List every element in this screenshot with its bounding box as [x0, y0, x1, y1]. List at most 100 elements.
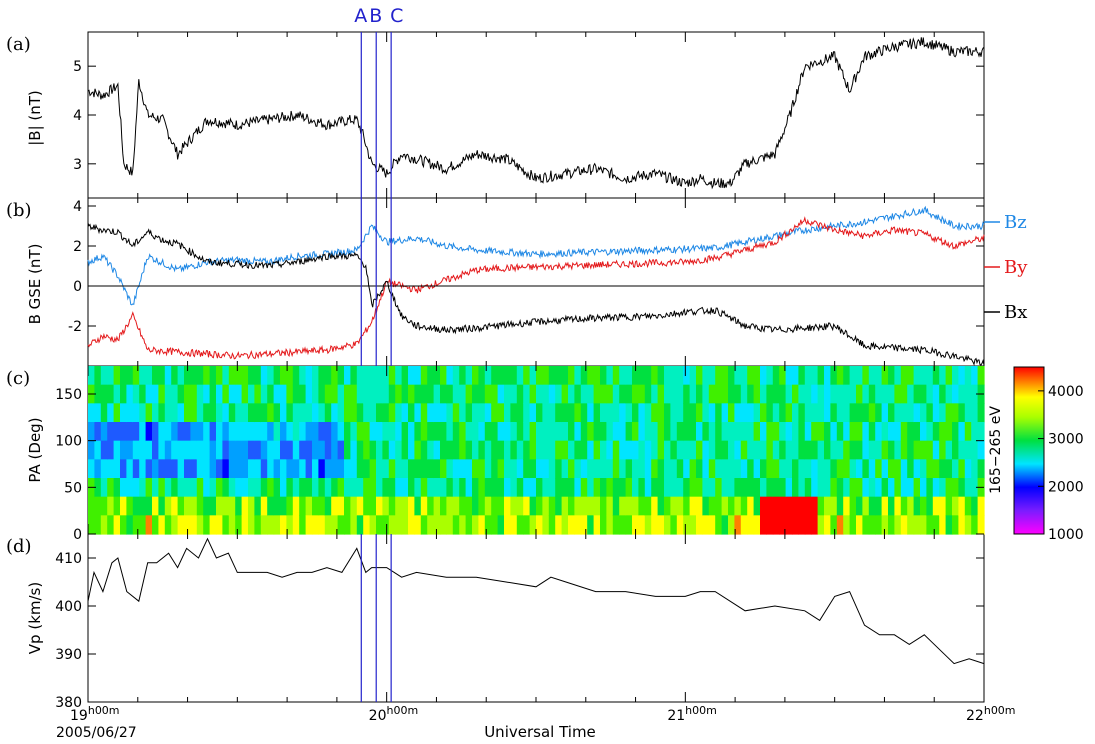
- heatmap-cell: [913, 384, 921, 404]
- heatmap-cell: [433, 440, 441, 460]
- heatmap-cell: [484, 422, 492, 442]
- heatmap-cell: [222, 478, 230, 498]
- heatmap-cell: [510, 422, 518, 442]
- heatmap-cell: [478, 384, 486, 404]
- heatmap-cell: [376, 440, 383, 460]
- heatmap-cell: [478, 403, 486, 423]
- heatmap-cell: [664, 366, 671, 386]
- heatmap-cell: [657, 366, 665, 386]
- heatmap-cell: [510, 440, 518, 460]
- heatmap-cell: [190, 496, 198, 516]
- heatmap-cell: [862, 403, 870, 423]
- heatmap-cell: [459, 422, 467, 442]
- heatmap-cell: [811, 366, 819, 386]
- heatmap-cell: [907, 366, 915, 386]
- heatmap-cell: [465, 422, 473, 442]
- heatmap-cell: [939, 366, 947, 386]
- y-tick-label: 400: [55, 599, 82, 615]
- heatmap-cell: [433, 366, 441, 386]
- heatmap-cell: [676, 478, 684, 498]
- heatmap-cell: [427, 515, 435, 535]
- heatmap-cell: [977, 459, 985, 479]
- heatmap-cell: [747, 384, 755, 404]
- heatmap-cell: [798, 366, 806, 386]
- heatmap-cell: [862, 496, 870, 516]
- panel-d-ylabel: Vp (km/s): [26, 582, 44, 654]
- heatmap-cell: [388, 366, 396, 386]
- heatmap-cell: [945, 366, 953, 386]
- heatmap-cell: [465, 403, 473, 423]
- heatmap-cell: [868, 403, 876, 423]
- heatmap-cell: [766, 366, 774, 386]
- heatmap-cell: [408, 496, 415, 516]
- heatmap-cell: [676, 366, 684, 386]
- heatmap-cell: [638, 478, 646, 498]
- heatmap-cell: [696, 459, 703, 479]
- heatmap-cell: [952, 478, 959, 498]
- heatmap-cell: [452, 384, 460, 404]
- heatmap-cell: [516, 478, 524, 498]
- heatmap-cell: [881, 496, 889, 516]
- heatmap-cell: [881, 422, 889, 442]
- heatmap-cell: [235, 515, 243, 535]
- heatmap-cell: [587, 403, 595, 423]
- heatmap-cell: [971, 366, 979, 386]
- heatmap-cell: [100, 422, 108, 442]
- heatmap-cell: [824, 440, 831, 460]
- heatmap-cell: [132, 384, 140, 404]
- heatmap-cell: [657, 422, 665, 442]
- heatmap-cell: [964, 422, 972, 442]
- heatmap-cell: [363, 496, 371, 516]
- heatmap-cell: [843, 384, 851, 404]
- heatmap-cell: [376, 478, 383, 498]
- heatmap-cell: [785, 515, 793, 535]
- event-label-A: A: [354, 5, 367, 27]
- heatmap-cell: [932, 515, 940, 535]
- legend-by-label: By: [1004, 257, 1028, 278]
- heatmap-cell: [612, 366, 620, 386]
- heatmap-cell: [228, 459, 236, 479]
- heatmap-cell: [376, 515, 383, 535]
- heatmap-cell: [888, 366, 895, 386]
- heatmap-cell: [369, 478, 377, 498]
- series-line-panel-a: [87, 37, 985, 190]
- heatmap-cell: [344, 422, 351, 442]
- heatmap-cell: [868, 422, 876, 442]
- heatmap-cell: [888, 515, 895, 535]
- heatmap-cell: [420, 384, 428, 404]
- heatmap-cell: [446, 496, 454, 516]
- heatmap-cell: [260, 478, 268, 498]
- heatmap-cell: [478, 459, 486, 479]
- heatmap-cell: [241, 459, 249, 479]
- heatmap-cell: [171, 515, 179, 535]
- heatmap-cell: [600, 515, 607, 535]
- heatmap-cell: [708, 440, 716, 460]
- heatmap-cell: [209, 422, 217, 442]
- heatmap-cell: [254, 478, 262, 498]
- heatmap-cell: [734, 366, 742, 386]
- heatmap-cell: [472, 440, 479, 460]
- heatmap-cell: [548, 403, 556, 423]
- heatmap-cell: [862, 478, 870, 498]
- heatmap-cell: [318, 478, 326, 498]
- heatmap-cell: [689, 496, 697, 516]
- heatmap-cell: [683, 440, 691, 460]
- heatmap-cell: [875, 422, 883, 442]
- heatmap-cell: [126, 422, 134, 442]
- heatmap-cell: [894, 440, 902, 460]
- heatmap-cell: [478, 440, 486, 460]
- heatmap-cell: [772, 496, 780, 516]
- heatmap-cell: [523, 496, 531, 516]
- heatmap-cell: [792, 403, 799, 423]
- heatmap-cell: [267, 496, 275, 516]
- heatmap-cell: [369, 422, 377, 442]
- heatmap-cell: [113, 422, 121, 442]
- heatmap-cell: [196, 403, 204, 423]
- heatmap-cell: [606, 478, 614, 498]
- heatmap-cell: [766, 496, 774, 516]
- heatmap-cell: [446, 459, 454, 479]
- heatmap-cell: [907, 459, 915, 479]
- heatmap-cell: [248, 366, 255, 386]
